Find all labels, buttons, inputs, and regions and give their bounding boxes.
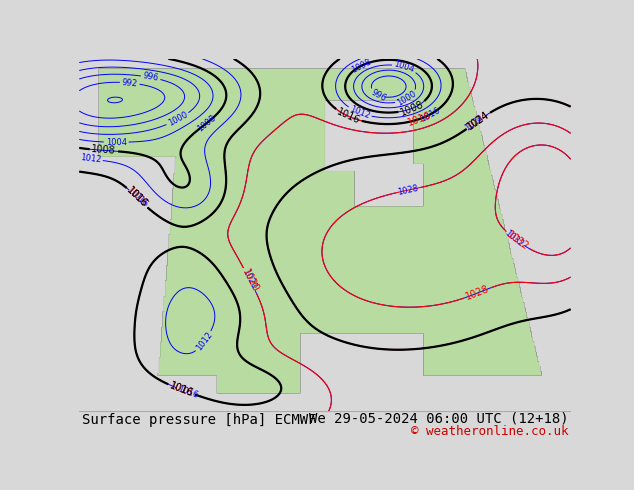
Text: 1016: 1016 — [176, 384, 199, 400]
Text: 1024: 1024 — [465, 110, 491, 132]
Text: 996: 996 — [370, 87, 387, 103]
Text: 1004: 1004 — [106, 138, 127, 147]
Text: 1012: 1012 — [194, 331, 214, 353]
Text: 1016: 1016 — [168, 381, 195, 399]
Text: 1016: 1016 — [125, 186, 150, 210]
Text: 1028: 1028 — [463, 284, 490, 302]
Text: 1016: 1016 — [406, 110, 433, 128]
Text: 1016: 1016 — [125, 186, 150, 210]
Text: 1008: 1008 — [350, 57, 373, 74]
Text: 1008: 1008 — [195, 113, 217, 133]
Text: 1000: 1000 — [396, 89, 418, 108]
Text: 1004: 1004 — [393, 60, 416, 74]
Text: 1012: 1012 — [348, 105, 371, 121]
Text: 1032: 1032 — [505, 229, 531, 252]
Text: 1020: 1020 — [240, 268, 260, 294]
Text: 1008: 1008 — [399, 99, 425, 118]
Text: 1016: 1016 — [335, 107, 361, 126]
Text: © weatheronline.co.uk: © weatheronline.co.uk — [411, 425, 568, 438]
Text: 1016: 1016 — [168, 381, 195, 399]
Text: 1024: 1024 — [465, 110, 491, 132]
Text: Surface pressure [hPa] ECMWF: Surface pressure [hPa] ECMWF — [82, 413, 316, 427]
Text: 1032: 1032 — [503, 228, 525, 248]
Text: 1028: 1028 — [397, 183, 419, 197]
Text: 992: 992 — [122, 78, 138, 88]
Text: 1016: 1016 — [127, 188, 149, 209]
Text: 996: 996 — [142, 72, 159, 83]
Text: 1020: 1020 — [240, 268, 258, 291]
Text: 1012: 1012 — [79, 153, 101, 165]
Text: We 29-05-2024 06:00 UTC (12+18): We 29-05-2024 06:00 UTC (12+18) — [309, 411, 568, 425]
Text: 1008: 1008 — [91, 145, 117, 156]
Text: 1024: 1024 — [463, 114, 486, 133]
Text: 1000: 1000 — [166, 110, 189, 128]
Text: 1016: 1016 — [419, 105, 442, 123]
